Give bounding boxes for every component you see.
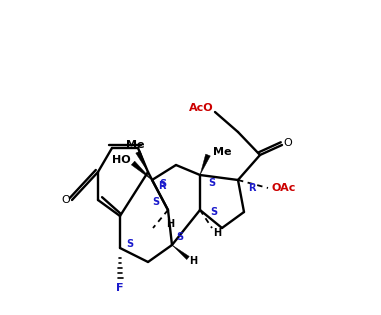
Polygon shape [136, 151, 148, 172]
Polygon shape [172, 245, 189, 260]
Text: O: O [62, 195, 70, 205]
Text: HO: HO [112, 155, 130, 165]
Text: O: O [283, 138, 292, 148]
Text: S: S [152, 197, 160, 207]
Text: H: H [166, 219, 174, 229]
Polygon shape [131, 161, 152, 180]
Text: H: H [189, 256, 197, 266]
Text: S: S [176, 232, 184, 242]
Text: Me: Me [126, 140, 144, 150]
Text: H: H [213, 228, 221, 238]
Text: S: S [208, 178, 216, 188]
Text: R: R [248, 183, 256, 193]
Text: S: S [159, 179, 166, 189]
Text: OAc: OAc [272, 183, 296, 193]
Text: S: S [210, 207, 218, 217]
Text: F: F [116, 283, 124, 293]
Text: S: S [126, 239, 134, 249]
Polygon shape [200, 154, 210, 175]
Text: Me: Me [213, 147, 231, 157]
Text: R: R [158, 181, 166, 191]
Text: AcO: AcO [189, 103, 213, 113]
